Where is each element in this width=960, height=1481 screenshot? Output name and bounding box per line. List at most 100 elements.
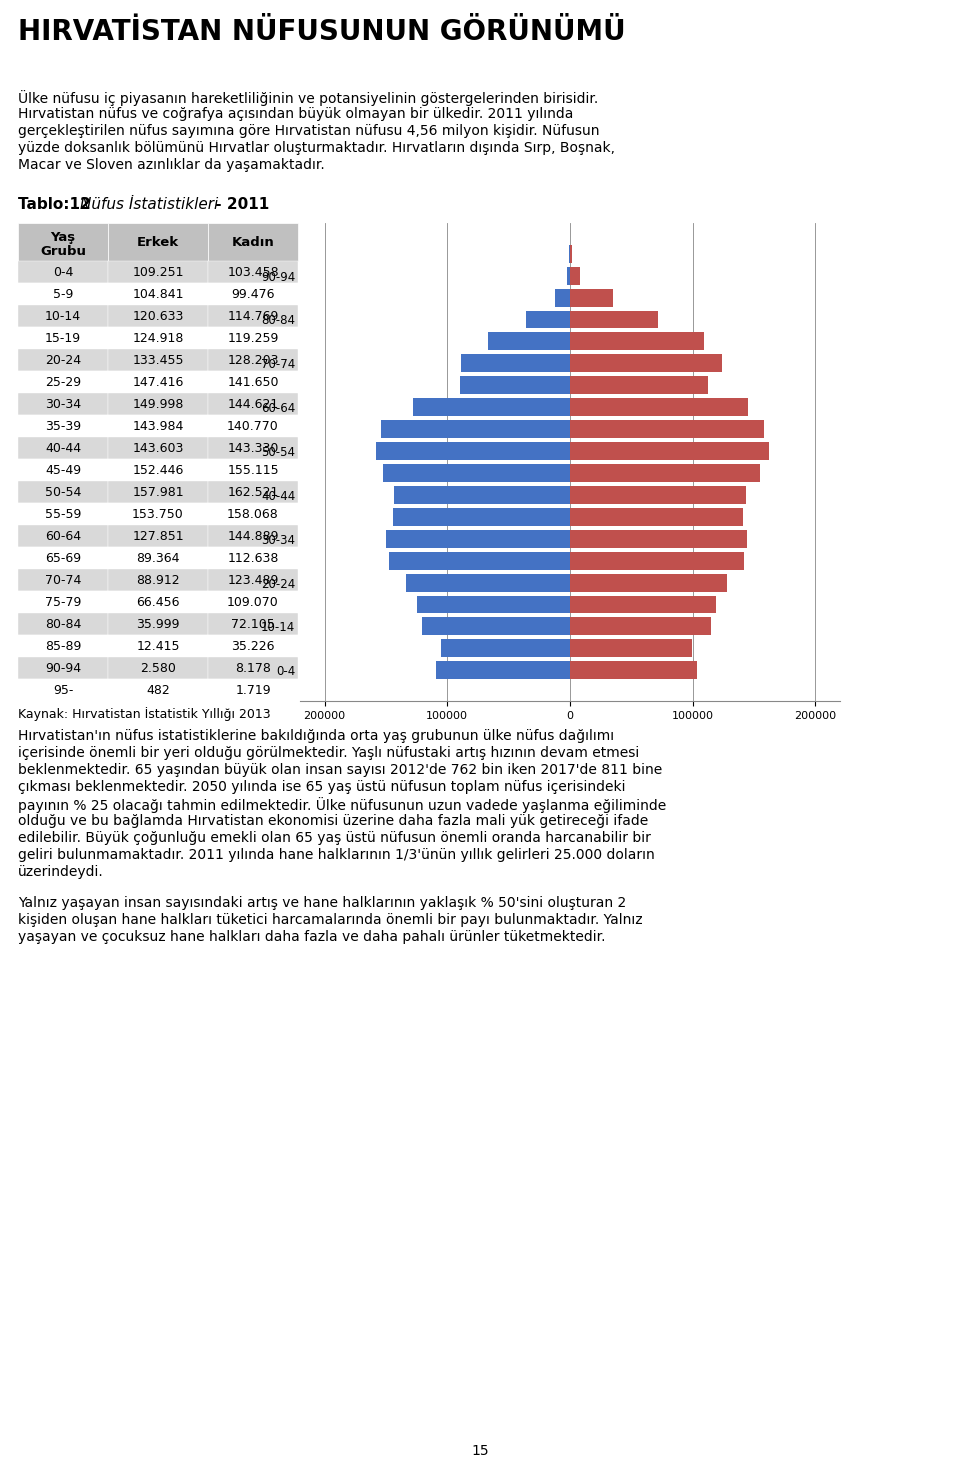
Bar <box>108 613 208 635</box>
Bar <box>108 524 208 546</box>
Bar <box>18 678 108 701</box>
Text: 158.068: 158.068 <box>228 508 278 520</box>
Text: edilebilir. Büyük çoğunluğu emekli olan 65 yaş üstü nüfusun önemli oranda harcan: edilebilir. Büyük çoğunluğu emekli olan … <box>18 831 651 846</box>
Bar <box>208 415 298 437</box>
Bar <box>208 459 298 481</box>
Text: yüzde doksanlık bölümünü Hırvatlar oluşturmaktadır. Hırvatların dışında Sırp, Bo: yüzde doksanlık bölümünü Hırvatlar oluşt… <box>18 141 615 156</box>
Bar <box>461 376 570 394</box>
Text: 66.456: 66.456 <box>136 595 180 609</box>
Bar <box>208 678 298 701</box>
Text: 144.621: 144.621 <box>228 397 278 410</box>
Bar <box>208 635 298 658</box>
Text: 103.458: 103.458 <box>228 265 278 278</box>
Text: 75-79: 75-79 <box>45 595 82 609</box>
Text: 50-54: 50-54 <box>45 486 82 499</box>
Text: 114.769: 114.769 <box>228 310 278 323</box>
Text: 157.981: 157.981 <box>132 486 183 499</box>
Text: 10-14: 10-14 <box>45 310 81 323</box>
Bar <box>18 224 108 261</box>
Bar <box>108 415 208 437</box>
Text: 120.633: 120.633 <box>132 310 183 323</box>
Text: Yaş: Yaş <box>51 231 76 244</box>
Bar <box>18 350 108 372</box>
Bar <box>18 392 108 415</box>
Text: 40-44: 40-44 <box>45 441 81 455</box>
Bar <box>413 398 570 416</box>
Text: 35.226: 35.226 <box>231 640 275 653</box>
Bar <box>18 524 108 546</box>
Text: 127.851: 127.851 <box>132 530 183 542</box>
Bar <box>18 372 108 392</box>
Text: 143.330: 143.330 <box>228 441 278 455</box>
Bar <box>108 591 208 613</box>
Bar <box>208 437 298 459</box>
Bar <box>570 354 722 372</box>
Bar <box>570 530 748 548</box>
Text: Erkek: Erkek <box>137 235 180 249</box>
Bar <box>570 573 728 591</box>
Bar <box>108 569 208 591</box>
Bar <box>108 372 208 392</box>
Bar <box>18 327 108 350</box>
Text: 8.178: 8.178 <box>235 662 271 674</box>
Text: 0-4: 0-4 <box>53 265 73 278</box>
Bar <box>208 283 298 305</box>
Bar <box>208 392 298 415</box>
Text: 12.415: 12.415 <box>136 640 180 653</box>
Text: beklenmektedir. 65 yaşından büyük olan insan sayısı 2012'de 762 bin iken 2017'de: beklenmektedir. 65 yaşından büyük olan i… <box>18 763 662 778</box>
Text: içerisinde önemli bir yeri olduğu görülmektedir. Yaşlı nüfustaki artış hızının d: içerisinde önemli bir yeri olduğu görülm… <box>18 746 639 760</box>
Text: Grubu: Grubu <box>40 244 86 258</box>
Text: 128.203: 128.203 <box>228 354 278 366</box>
Text: 95-: 95- <box>53 684 73 696</box>
Text: çıkması beklenmektedir. 2050 yılında ise 65 yaş üstü nüfusun toplam nüfus içeris: çıkması beklenmektedir. 2050 yılında ise… <box>18 780 626 794</box>
Bar <box>18 591 108 613</box>
Text: 35-39: 35-39 <box>45 419 81 432</box>
Text: - 2011: - 2011 <box>210 197 269 212</box>
Bar <box>570 618 710 635</box>
Bar <box>108 481 208 504</box>
Bar <box>422 618 570 635</box>
Bar <box>570 421 764 438</box>
Text: 147.416: 147.416 <box>132 376 183 388</box>
Bar <box>108 327 208 350</box>
Bar <box>570 311 659 329</box>
Bar <box>108 305 208 327</box>
Text: 119.259: 119.259 <box>228 332 278 345</box>
Bar <box>570 508 743 526</box>
Text: Tablo:12: Tablo:12 <box>18 197 96 212</box>
Bar <box>18 613 108 635</box>
Text: 85-89: 85-89 <box>45 640 82 653</box>
Bar <box>208 261 298 283</box>
Bar <box>108 504 208 524</box>
Bar <box>389 551 570 570</box>
Bar <box>570 486 746 504</box>
Text: gerçekleştirilen nüfus sayımına göre Hırvatistan nüfusu 4,56 milyon kişidir. Nüf: gerçekleştirilen nüfus sayımına göre Hır… <box>18 124 599 138</box>
Bar <box>386 530 570 548</box>
Text: 35.999: 35.999 <box>136 618 180 631</box>
Bar <box>208 613 298 635</box>
Bar <box>489 332 570 351</box>
Bar <box>18 415 108 437</box>
Text: payının % 25 olacağı tahmin edilmektedir. Ülke nüfusunun uzun vadede yaşlanma eğ: payının % 25 olacağı tahmin edilmektedir… <box>18 797 666 813</box>
Bar <box>18 481 108 504</box>
Text: 109.251: 109.251 <box>132 265 183 278</box>
Text: 90-94: 90-94 <box>45 662 81 674</box>
Text: 65-69: 65-69 <box>45 551 81 564</box>
Bar <box>208 372 298 392</box>
Bar <box>108 437 208 459</box>
Bar <box>208 546 298 569</box>
Text: 80-84: 80-84 <box>45 618 82 631</box>
Text: Macar ve Sloven azınlıklar da yaşamaktadır.: Macar ve Sloven azınlıklar da yaşamaktad… <box>18 158 324 172</box>
Text: 123.489: 123.489 <box>228 573 278 586</box>
Text: 133.455: 133.455 <box>132 354 183 366</box>
Bar <box>18 261 108 283</box>
Bar <box>108 224 208 261</box>
Text: 20-24: 20-24 <box>45 354 81 366</box>
Bar <box>394 508 570 526</box>
Text: 55-59: 55-59 <box>45 508 82 520</box>
Bar <box>18 305 108 327</box>
Bar <box>383 464 570 481</box>
Text: 99.476: 99.476 <box>231 287 275 301</box>
Bar <box>18 635 108 658</box>
Text: Kadın: Kadın <box>231 235 275 249</box>
